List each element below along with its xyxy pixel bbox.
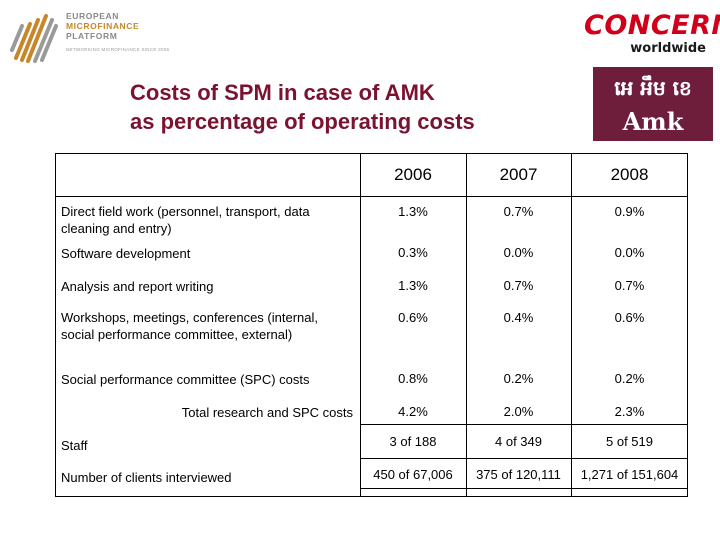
- table-cell: 0.9%: [614, 204, 645, 219]
- table-cell: 2.0%: [503, 404, 534, 419]
- table-cell: 1.3%: [398, 278, 428, 293]
- col-divider: [466, 154, 467, 496]
- header-divider: [56, 196, 687, 197]
- row-divider: [360, 424, 687, 425]
- table-cell: 0.7%: [503, 278, 534, 293]
- row-label: Social performance committee (SPC) costs: [61, 372, 310, 387]
- col-divider: [571, 154, 572, 496]
- table-cell: 375 of 120,111: [476, 467, 561, 482]
- table-cell: 2.3%: [614, 404, 645, 419]
- row-label: Direct field work (personnel, transport,…: [61, 204, 310, 236]
- concern-logo-main: CONCERN: [584, 10, 720, 41]
- column-header-2008: 2008: [610, 165, 649, 184]
- amk-logo-latin: Amk: [622, 107, 684, 136]
- concern-logo-sub: worldwide: [630, 41, 706, 56]
- table-cell: 0.0%: [614, 245, 645, 260]
- table-cell: 5 of 519: [606, 434, 653, 449]
- table-cell: 0.6%: [398, 310, 428, 325]
- table-cell: 0.3%: [398, 245, 428, 260]
- amk-logo-khmer: អេ អឹម ខេ: [614, 76, 692, 100]
- table-cell: 1,271 of 151,604: [580, 467, 679, 482]
- table-cell: 3 of 188: [389, 434, 437, 449]
- amk-logo: អេ អឹម ខេ Amk: [593, 67, 713, 141]
- emf-tagline: NETWORKING MICROFINANCE SINCE 2006: [66, 47, 170, 52]
- table-cell: 450 of 67,006: [373, 467, 453, 482]
- costs-table: 2006 2007 2008 Direct field work (person…: [55, 153, 688, 497]
- concern-logo: CONCERN worldwide: [584, 10, 720, 60]
- emf-line3: PLATFORM: [66, 31, 118, 41]
- emf-line2: MICROFINANCE: [66, 21, 140, 31]
- row-label: Workshops, meetings, conferences (intern…: [61, 310, 318, 342]
- page-title: Costs of SPM in case of AMK as percentag…: [130, 78, 475, 136]
- row-label: Analysis and report writing: [61, 279, 214, 294]
- column-header-2007: 2007: [499, 165, 538, 184]
- title-line2: as percentage of operating costs: [130, 109, 475, 134]
- table-cell: 1.3%: [398, 204, 428, 219]
- table-cell: 4.2%: [398, 404, 428, 419]
- table-cell: 0.6%: [614, 310, 645, 325]
- row-label: Software development: [61, 246, 191, 261]
- row-label-total: Total research and SPC costs: [181, 405, 353, 420]
- row-label: Number of clients interviewed: [61, 470, 232, 485]
- col-divider: [360, 154, 361, 496]
- emf-line1: EUROPEAN: [66, 11, 119, 21]
- table-cell: 0.8%: [398, 371, 428, 386]
- table-cell: 0.7%: [614, 278, 645, 293]
- table-cell: 4 of 349: [495, 434, 542, 449]
- column-header-2006: 2006: [394, 165, 432, 184]
- table-cell: 0.2%: [503, 371, 534, 386]
- emf-logo-mark-icon: [10, 14, 58, 63]
- row-label: Staff: [61, 438, 88, 453]
- title-line1: Costs of SPM in case of AMK: [130, 80, 435, 105]
- row-divider: [360, 488, 687, 489]
- emf-logo-text: EUROPEAN MICROFINANCE PLATFORM: [66, 11, 139, 41]
- row-divider: [360, 458, 687, 459]
- table-cell: 0.2%: [614, 371, 645, 386]
- emf-logo: EUROPEAN MICROFINANCE PLATFORM NETWORKIN…: [8, 6, 208, 66]
- table-cell: 0.0%: [503, 245, 534, 260]
- table-cell: 0.4%: [503, 310, 534, 325]
- table-cell: 0.7%: [503, 204, 534, 219]
